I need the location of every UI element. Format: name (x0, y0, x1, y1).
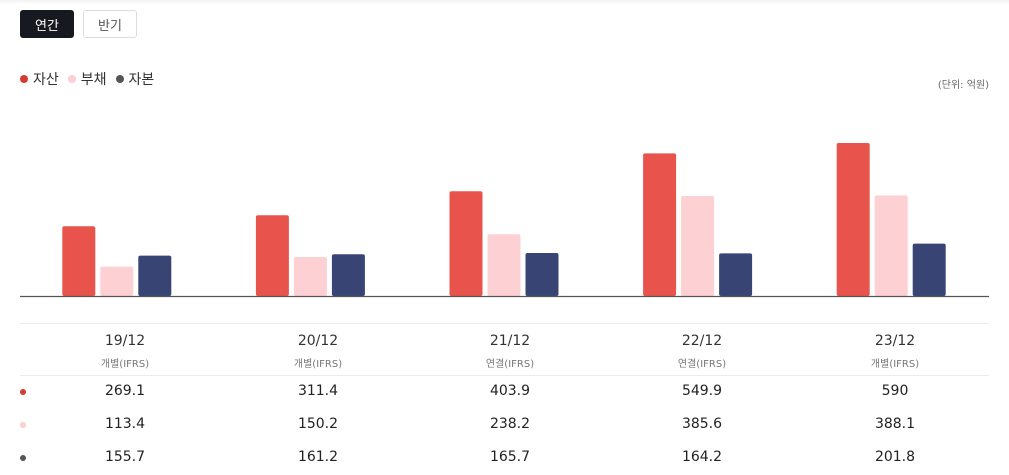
table-cell: 161.2 (297, 449, 339, 465)
bar-liability-1[interactable] (293, 257, 327, 296)
chart-legend: 자산 부채 자본 (20, 69, 163, 89)
liability-dot-icon (67, 75, 76, 83)
bar-asset-2[interactable] (449, 191, 483, 296)
bar-chart (20, 143, 989, 298)
bar-equity-2[interactable] (525, 253, 559, 296)
table-header: 19/12 개별(IFRS) 20/12 개별(IFRS) 21/12 연결(I… (20, 323, 989, 376)
table-cell: 150.2 (297, 416, 339, 432)
bar-asset-4[interactable] (836, 143, 870, 296)
legend-label-asset: 자산 (33, 72, 59, 88)
legend-label-equity: 자본 (128, 72, 155, 88)
legend-label-liability: 부채 (80, 72, 107, 88)
unit-label: (단위: 억원) (937, 80, 989, 91)
table-cell: 403.9 (489, 383, 531, 399)
top-shadow (0, 0, 1009, 4)
tab-annual[interactable]: 연간 (20, 10, 74, 38)
basis-label: 개별(IFRS) (100, 359, 150, 370)
legend-item-equity: 자본 (115, 69, 155, 89)
bar-asset-0[interactable] (62, 226, 96, 296)
equity-dot-icon (115, 75, 124, 83)
bar-equity-0[interactable] (138, 255, 172, 296)
period-tabs: 연간 반기 (20, 10, 137, 38)
table-cell: 165.7 (489, 449, 531, 465)
table-cell: 388.1 (874, 416, 916, 432)
bar-asset-1[interactable] (255, 215, 289, 296)
table-cell: 164.2 (681, 449, 723, 465)
bar-equity-3[interactable] (719, 253, 753, 296)
bar-asset-3[interactable] (643, 153, 677, 296)
bar-liability-4[interactable] (874, 195, 908, 296)
table-cell: 269.1 (104, 383, 146, 399)
asset-row-dot-icon (20, 389, 26, 395)
basis-label: 연결(IFRS) (677, 359, 727, 370)
period-label: 23/12 (874, 333, 916, 349)
data-table: 19/12 개별(IFRS) 20/12 개별(IFRS) 21/12 연결(I… (20, 323, 989, 475)
legend-item-liability: 부채 (67, 69, 107, 89)
bar-liability-0[interactable] (100, 266, 134, 296)
equity-row-dot-icon (20, 455, 26, 461)
bar-equity-1[interactable] (331, 254, 365, 296)
liability-row-dot-icon (20, 422, 26, 428)
period-label: 20/12 (297, 333, 339, 349)
table-cell: 238.2 (489, 416, 531, 432)
table-cell: 113.4 (104, 416, 146, 432)
table-cell: 590 (881, 383, 909, 399)
basis-label: 개별(IFRS) (293, 359, 343, 370)
asset-dot-icon (20, 75, 28, 83)
table-row-asset: 269.1 311.4 403.9 549.9 590 (20, 376, 989, 409)
table-row-liability: 113.4 150.2 238.2 385.6 388.1 (20, 409, 989, 442)
period-label: 21/12 (489, 333, 531, 349)
table-cell: 549.9 (681, 383, 723, 399)
table-cell: 311.4 (297, 383, 339, 399)
tab-semiannual[interactable]: 반기 (83, 10, 137, 38)
table-cell: 201.8 (874, 449, 916, 465)
bar-liability-3[interactable] (681, 196, 715, 296)
legend-item-asset: 자산 (20, 69, 59, 89)
bar-equity-4[interactable] (912, 243, 946, 296)
table-cell: 155.7 (104, 449, 146, 465)
bar-liability-2[interactable] (487, 234, 521, 296)
period-label: 22/12 (681, 333, 723, 349)
basis-label: 연결(IFRS) (485, 359, 535, 370)
table-cell: 385.6 (681, 416, 723, 432)
table-row-equity: 155.7 161.2 165.7 164.2 201.8 (20, 442, 989, 475)
period-label: 19/12 (104, 333, 146, 349)
basis-label: 개별(IFRS) (870, 359, 920, 370)
